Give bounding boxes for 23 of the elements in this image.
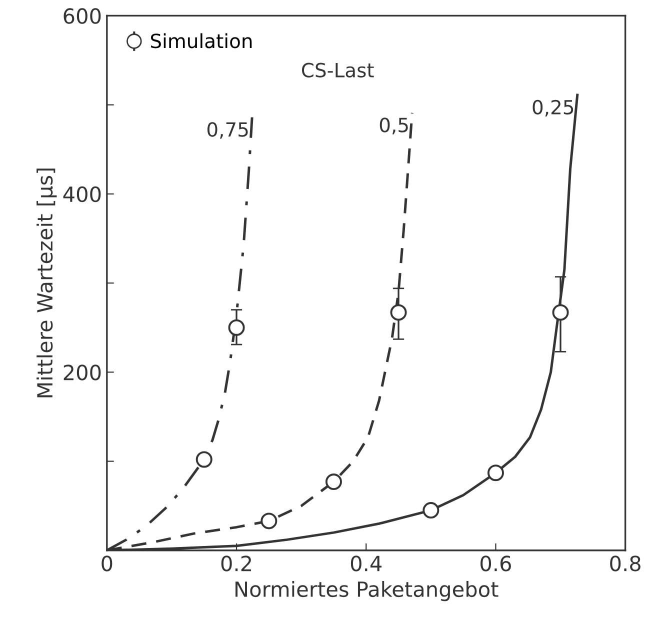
point (552, 304, 569, 321)
point (390, 304, 407, 321)
series-label: 0,25 (532, 100, 574, 117)
y-tick-label: 200 (64, 364, 101, 380)
legend-label: Simulation (150, 33, 252, 48)
series-label: 0,5 (380, 118, 408, 134)
annotation: CS-Last (302, 62, 374, 78)
y-tick-label: 400 (63, 186, 101, 202)
series-label: 0,75 (207, 122, 248, 139)
x-tick-label: 0.8 (610, 556, 640, 572)
y-axis-title: Mittlere Wartezeit [µs] (36, 168, 57, 398)
y-tick-label: 600 (64, 8, 101, 24)
point (487, 464, 504, 482)
x-axis-title: Normiertes Paketangebot (236, 580, 498, 602)
point (196, 451, 212, 468)
point (228, 319, 245, 336)
point (260, 512, 278, 530)
x-tick-label: 0.6 (480, 556, 511, 572)
x-tick-label: 0 (102, 556, 112, 572)
x-tick-label: 0.4 (350, 556, 382, 572)
point (422, 502, 440, 519)
x-tick-label: 0.2 (221, 556, 251, 572)
point (325, 474, 342, 490)
